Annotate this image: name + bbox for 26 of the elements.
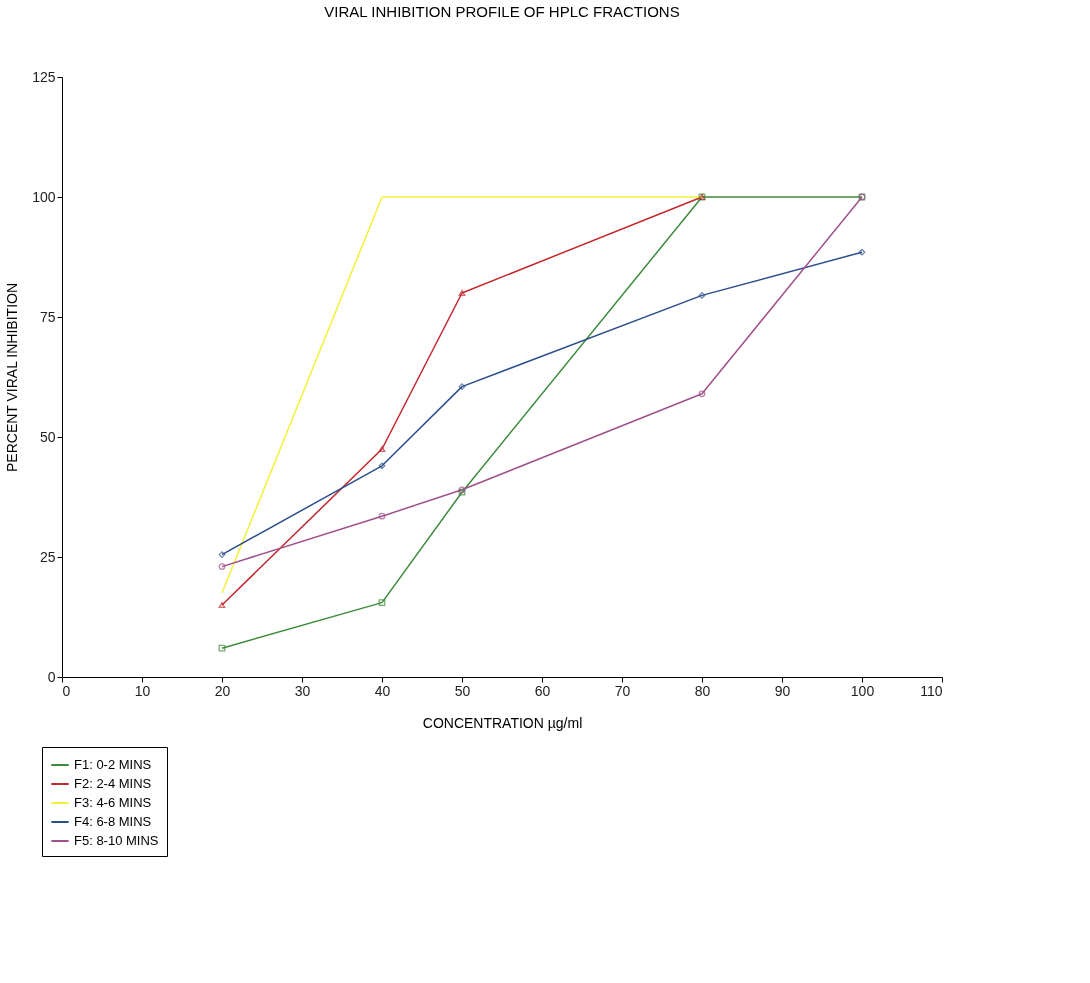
x-tick-label: 80 <box>694 682 711 699</box>
y-tick-label: 0 <box>47 668 56 685</box>
legend-label: F2: 2-4 MINS <box>74 776 152 791</box>
x-axis-title: CONCENTRATION µg/ml <box>422 714 583 731</box>
y-tick-label: 50 <box>39 428 56 445</box>
x-tick-label: 10 <box>134 682 151 699</box>
chart-title: VIRAL INHIBITION PROFILE OF HPLC FRACTIONS <box>324 3 680 20</box>
y-tick-label: 100 <box>32 188 56 205</box>
y-tick-label: 125 <box>32 68 56 85</box>
x-tick-label: 40 <box>374 682 391 699</box>
x-tick-label: 30 <box>294 682 311 699</box>
legend-label: F4: 6-8 MINS <box>74 814 152 829</box>
y-tick-label: 25 <box>39 548 56 565</box>
y-axis-title: PERCENT VIRAL INHIBITION <box>4 282 21 473</box>
y-tick-label: 75 <box>39 308 56 325</box>
legend-label: F3: 4-6 MINS <box>74 795 152 810</box>
x-tick-label: 110 <box>920 682 943 699</box>
x-tick-label: 70 <box>614 682 631 699</box>
x-tick-label: 90 <box>774 682 791 699</box>
x-tick-label: 100 <box>850 682 875 699</box>
legend-label: F5: 8-10 MINS <box>74 833 159 848</box>
x-tick-label: 50 <box>454 682 471 699</box>
x-tick-label: 0 <box>62 682 71 699</box>
x-tick-label: 60 <box>534 682 551 699</box>
x-tick-label: 20 <box>214 682 231 699</box>
legend-label: F1: 0-2 MINS <box>74 757 152 772</box>
